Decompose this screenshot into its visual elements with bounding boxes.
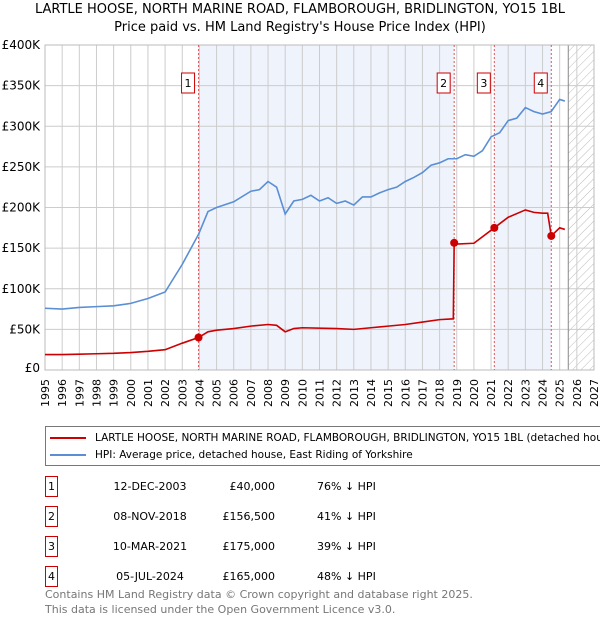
x-tick-label: 2008 xyxy=(262,379,275,407)
sale-price: £40,000 xyxy=(229,480,276,493)
x-tick-label: 2003 xyxy=(176,379,189,407)
y-tick-label: £400K xyxy=(2,38,42,52)
sale-number: 2 xyxy=(45,506,58,527)
plot-border xyxy=(44,44,595,371)
x-tick-label: 2013 xyxy=(348,379,361,407)
x-tick-label: 2009 xyxy=(279,379,292,407)
x-tick-label: 1997 xyxy=(73,379,86,407)
x-tick-label: 2021 xyxy=(485,379,498,407)
sale-date: 05-JUL-2024 xyxy=(116,570,184,583)
sale-hpi-diff: 76% ↓ HPI xyxy=(317,480,376,493)
x-tick-label: 2017 xyxy=(416,379,429,407)
x-tick-label: 2026 xyxy=(571,379,584,407)
y-tick-label: £300K xyxy=(2,119,42,133)
sale-row: 4 05-JUL-2024 £165,000 48% ↓ HPI xyxy=(45,566,600,588)
legend-item-hpi: HPI: Average price, detached house, East… xyxy=(50,448,413,462)
title-line: LARTLE HOOSE, NORTH MARINE ROAD, FLAMBOR… xyxy=(34,2,566,17)
y-tick-label: £50K xyxy=(9,322,41,336)
footer: Contains HM Land Registry data © Crown c… xyxy=(45,587,473,617)
sale-date: 08-NOV-2018 xyxy=(113,510,187,523)
x-tick-label: 2014 xyxy=(365,379,378,407)
footer-line2: This data is licensed under the Open Gov… xyxy=(45,603,396,616)
x-tick-label: 2018 xyxy=(434,379,447,407)
sale-number: 4 xyxy=(45,566,58,587)
sale-label-box xyxy=(436,72,451,94)
subtitle-line: Price paid vs. HM Land Registry's House … xyxy=(114,20,486,35)
y-tick-label: £200K xyxy=(2,201,42,215)
sale-number: 1 xyxy=(45,476,58,497)
red-line-swatch xyxy=(50,437,86,439)
x-tick-label: 2000 xyxy=(125,379,138,407)
x-tick-label: 2022 xyxy=(502,379,515,407)
sale-date: 12-DEC-2003 xyxy=(113,480,187,493)
x-tick-label: 2005 xyxy=(211,379,224,407)
price-chart: 1995 1996 1997 1998 1999 2000 2001 2002 2003 2004… xyxy=(2,38,600,407)
legend-label: HPI: Average price, detached house, East… xyxy=(95,449,413,461)
x-tick-label: 2020 xyxy=(468,379,481,407)
sale-row: 3 10-MAR-2021 £175,000 39% ↓ HPI xyxy=(45,536,600,558)
x-tick-label: 2001 xyxy=(142,379,155,407)
sale-label: 4 xyxy=(537,77,544,90)
sale-label-box xyxy=(181,72,196,94)
x-tick-label: 2011 xyxy=(314,379,327,407)
x-tick-label: 1996 xyxy=(56,379,69,407)
sale-label: 2 xyxy=(440,77,447,90)
x-tick-label: 2015 xyxy=(382,379,395,407)
sale-label-box xyxy=(533,72,548,94)
blue-line-swatch xyxy=(50,454,86,456)
x-tick-label: 2007 xyxy=(245,379,258,407)
sale-point xyxy=(450,238,459,247)
sale-point xyxy=(194,333,203,342)
x-tick-label: 1998 xyxy=(90,379,103,407)
x-tick-label: 2025 xyxy=(554,379,567,407)
x-tick-label: 2023 xyxy=(519,379,532,407)
series-line xyxy=(44,98,566,310)
sale-price: £165,000 xyxy=(222,570,276,583)
sale-hpi-diff: 48% ↓ HPI xyxy=(317,570,376,583)
series-line xyxy=(45,209,566,356)
x-tick-label: 2019 xyxy=(451,379,464,407)
x-tick-label: 2006 xyxy=(228,379,241,407)
x-tick-label: 2010 xyxy=(296,379,309,407)
sale-label: 3 xyxy=(480,77,487,90)
y-tick-label: £0 xyxy=(25,361,40,375)
legend-item-property: LARTLE HOOSE, NORTH MARINE ROAD, FLAMBOR… xyxy=(50,431,600,445)
x-tick-label: 2024 xyxy=(537,379,550,407)
legend: LARTLE HOOSE, NORTH MARINE ROAD, FLAMBOR… xyxy=(45,426,600,466)
y-tick-label: £250K xyxy=(2,160,42,174)
legend-label: LARTLE HOOSE, NORTH MARINE ROAD, FLAMBOR… xyxy=(95,432,600,444)
sale-point xyxy=(490,223,499,232)
sale-hpi-diff: 41% ↓ HPI xyxy=(317,510,376,523)
sale-row: 1 12-DEC-2003 £40,000 76% ↓ HPI xyxy=(45,476,600,498)
chart-title: LARTLE HOOSE, NORTH MARINE ROAD, FLAMBOR… xyxy=(0,1,600,37)
x-tick-label: 2016 xyxy=(399,379,412,407)
sale-price: £156,500 xyxy=(222,510,276,523)
footer-line1: Contains HM Land Registry data © Crown c… xyxy=(45,588,473,601)
y-tick-label: £350K xyxy=(2,79,42,93)
x-tick-label: 2027 xyxy=(588,379,600,407)
y-tick-label: £150K xyxy=(2,241,42,255)
sale-point xyxy=(547,231,556,240)
sale-label: 1 xyxy=(185,77,192,90)
x-tick-label: 1995 xyxy=(39,379,52,407)
sale-date: 10-MAR-2021 xyxy=(112,540,188,553)
x-tick-label: 1999 xyxy=(108,379,121,407)
sale-price: £175,000 xyxy=(222,540,276,553)
y-tick-label: £100K xyxy=(2,282,42,296)
sale-row: 2 08-NOV-2018 £156,500 41% ↓ HPI xyxy=(45,506,600,528)
x-tick-label: 2004 xyxy=(193,379,206,407)
sale-hpi-diff: 39% ↓ HPI xyxy=(317,540,376,553)
x-tick-label: 2002 xyxy=(159,379,172,407)
x-tick-label: 2012 xyxy=(331,379,344,407)
sale-number: 3 xyxy=(45,536,58,557)
sale-label-box xyxy=(476,72,491,94)
